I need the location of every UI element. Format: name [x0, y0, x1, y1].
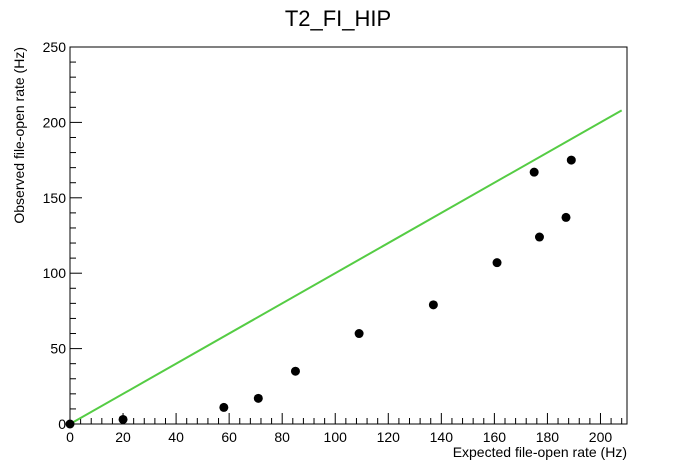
y-tick-label: 150 [43, 190, 67, 206]
data-point [118, 414, 128, 424]
x-tick-label: 0 [66, 429, 74, 445]
reference-line [69, 109, 623, 425]
y-tick-labels: 0 50 100 150 200 250 [43, 39, 67, 432]
y-tick-label: 250 [43, 39, 67, 55]
data-point [529, 167, 539, 177]
y-tick-label: 100 [43, 265, 67, 281]
data-point [219, 402, 229, 412]
x-tick-label: 120 [377, 429, 401, 445]
x-tick-label: 20 [115, 429, 131, 445]
x-tick-label: 140 [430, 429, 454, 445]
x-tick-label: 200 [589, 429, 613, 445]
plot-frame [69, 46, 628, 425]
y-tick-label: 200 [43, 114, 67, 130]
data-point [65, 419, 75, 429]
x-tick-label: 40 [168, 429, 184, 445]
x-axis-label: Expected file-open rate (Hz) [453, 444, 627, 460]
x-tick-label: 160 [483, 429, 507, 445]
data-point [561, 212, 571, 222]
data-point [492, 258, 502, 268]
x-tick-label: 100 [324, 429, 348, 445]
data-point [290, 366, 300, 376]
chart-title: T2_FI_HIP [285, 6, 391, 31]
data-point [253, 393, 263, 403]
x-tick-label: 180 [536, 429, 560, 445]
x-tick-labels: 0 20 40 60 80 100 120 140 160 180 200 [66, 429, 612, 445]
x-tick-label: 80 [274, 429, 290, 445]
y-axis-label: Observed file-open rate (Hz) [11, 47, 27, 224]
data-point [428, 300, 438, 310]
x-tick-label: 60 [221, 429, 237, 445]
y-tick-label: 50 [50, 341, 66, 357]
data-points [65, 155, 576, 429]
axis-ticks [69, 46, 623, 425]
data-point [534, 232, 544, 242]
y-tick-label: 0 [58, 416, 66, 432]
data-point [566, 155, 576, 165]
data-point [354, 329, 364, 339]
